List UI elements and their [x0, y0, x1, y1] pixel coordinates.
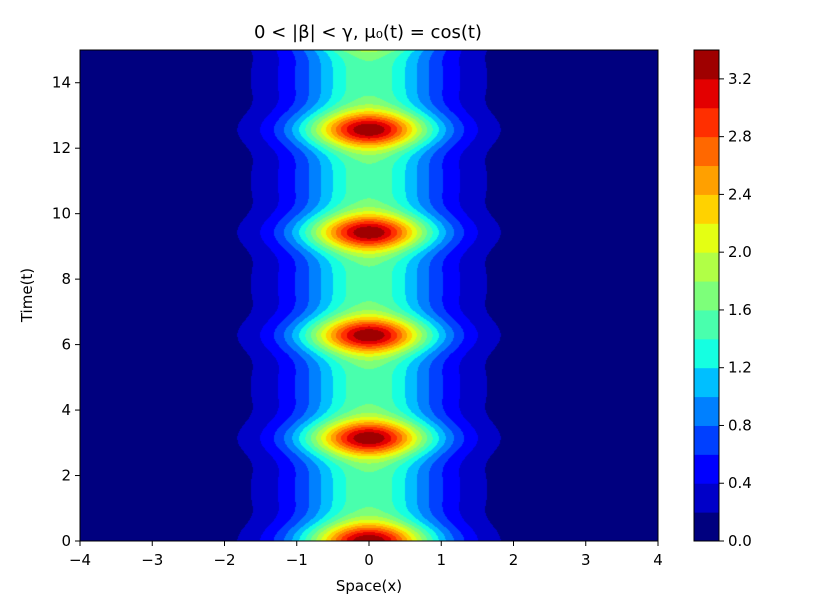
y-tick-label: 2	[61, 467, 71, 485]
colorbar-frame	[693, 49, 720, 542]
colorbar-tick-label: 0.0	[728, 532, 752, 550]
y-tick-label: 8	[61, 270, 71, 288]
colorbar: 0.0 0.4 0.8 1.2 1.6 2.0 2.4 2.8 3.2	[693, 49, 752, 550]
y-tick-label: 6	[61, 336, 71, 354]
colorbar-band	[694, 425, 719, 455]
y-tick-label: 10	[52, 205, 71, 223]
x-tick-label: 3	[581, 551, 591, 569]
colorbar-band	[694, 223, 719, 253]
x-axis-label: Space(x)	[336, 577, 402, 595]
y-tick-label: 12	[52, 139, 71, 157]
colorbar-band	[694, 396, 719, 426]
colorbar-ticks: 0.0 0.4 0.8 1.2 1.6 2.0 2.4 2.8 3.2	[719, 70, 752, 550]
y-tick-label: 0	[61, 532, 71, 550]
colorbar-band	[694, 454, 719, 484]
colorbar-tick-label: 3.2	[728, 70, 752, 88]
colorbar-band	[694, 78, 719, 109]
y-tick-label: 4	[61, 401, 71, 419]
colorbar-band	[694, 252, 719, 282]
x-tick-label: 1	[436, 551, 446, 569]
colorbar-band	[694, 165, 719, 195]
colorbar-band	[694, 367, 719, 398]
chart-title: 0 < |β| < γ, μ₀(t) = cos(t)	[254, 22, 482, 43]
x-tick-label: −4	[69, 551, 91, 569]
colorbar-tick-label: 2.8	[728, 128, 752, 146]
colorbar-band	[694, 309, 719, 340]
contour-field	[80, 50, 658, 541]
x-tick-label: −3	[141, 551, 163, 569]
y-tick-label: 14	[52, 74, 71, 92]
x-tick-label: −1	[286, 551, 308, 569]
colorbar-tick-label: 2.4	[728, 185, 752, 203]
colorbar-band	[694, 281, 719, 311]
x-tick-label: −2	[213, 551, 235, 569]
colorbar-tick-label: 0.8	[728, 416, 752, 434]
x-tick-label: 0	[364, 551, 374, 569]
colorbar-band	[694, 512, 719, 542]
colorbar-band	[694, 107, 719, 138]
colorbar-tick-label: 0.4	[728, 474, 752, 492]
colorbar-band	[694, 483, 719, 513]
x-tick-label: 2	[509, 551, 519, 569]
colorbar-band	[694, 194, 719, 224]
x-axis: −4 −3 −2 −1 0 1 2 3 4	[69, 541, 663, 569]
colorbar-band	[694, 50, 719, 80]
colorbar-bands	[694, 50, 719, 542]
plot-area	[79, 49, 659, 542]
x-tick-label: 4	[653, 551, 663, 569]
y-axis-label: Time(t)	[18, 268, 36, 323]
colorbar-tick-label: 1.6	[728, 301, 752, 319]
colorbar-band	[694, 338, 719, 369]
colorbar-tick-label: 2.0	[728, 243, 752, 261]
colorbar-band	[694, 136, 719, 167]
y-axis: 0 2 4 6 8 10 12 14	[52, 74, 80, 550]
colorbar-tick-label: 1.2	[728, 359, 752, 377]
